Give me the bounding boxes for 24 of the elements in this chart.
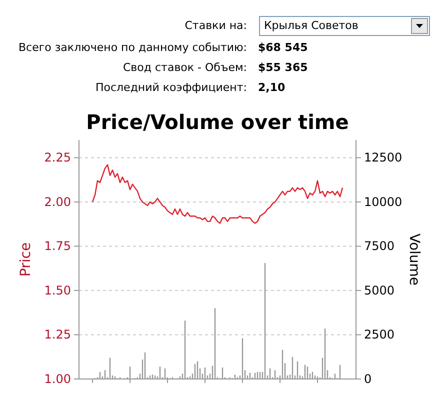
y2-tick-label: 5000 [364,283,395,298]
y-tick-label: 1.25 [44,328,71,342]
y-tick-label: 2.25 [44,150,71,165]
text: Ставки на: [184,19,247,32]
text: Всего заключено по данному событию: [18,41,247,54]
chart-title: Price/Volume over time [86,110,349,134]
text: $55 365 [258,61,308,74]
y-axis-title: Price [18,242,34,277]
y-tick-label: 1.75 [44,239,71,254]
y2-tick-label: 12500 [364,150,402,165]
text: Свод ставок - Объем: [123,61,247,74]
y2-axis-title: Volume [406,233,422,286]
text: Крылья Советов [264,19,358,32]
line-series [92,164,344,224]
text: 2,10 [258,81,286,94]
y-tick-label: 1.00 [44,372,71,386]
y-tick-label: 1.50 [44,283,71,298]
y2-tick-label: 2500 [364,328,395,342]
y2-tick-label: 10000 [364,194,402,209]
y-tick-label: 2.00 [44,194,71,209]
y2-tick-label: 7500 [364,239,395,254]
text: $68 545 [258,41,308,54]
text: Последний коэффициент: [95,81,247,94]
y2-tick-label: 0 [364,372,372,386]
